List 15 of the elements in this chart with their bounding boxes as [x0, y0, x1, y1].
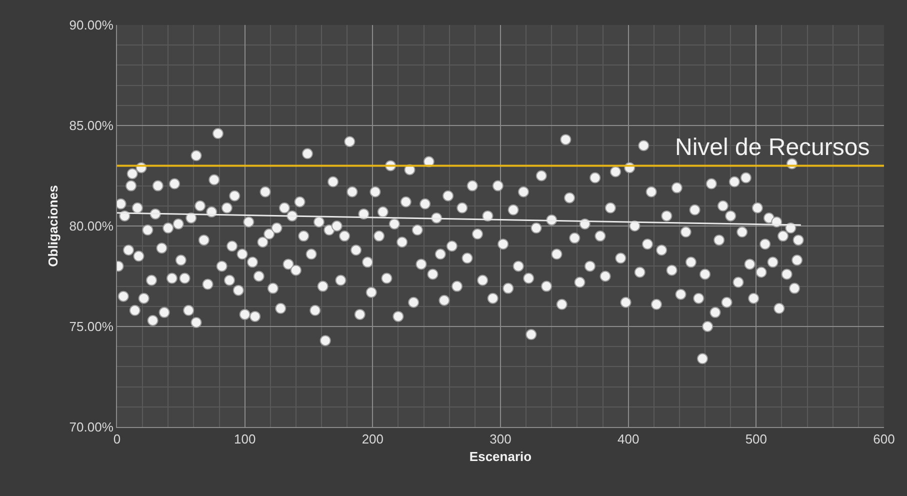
x-tick-label: 400	[617, 432, 640, 447]
y-tick-label: 80.00%	[69, 218, 114, 234]
y-axis-title: Obligaciones	[45, 185, 60, 267]
x-tick-label: 0	[113, 432, 121, 447]
y-tick-label: 85.00%	[69, 118, 114, 134]
x-axis-title: Escenario	[469, 449, 532, 464]
x-tick-label: 100	[234, 432, 256, 447]
x-tick-label: 600	[873, 432, 895, 447]
y-tick-label: 75.00%	[69, 319, 114, 334]
ref-line-label: Nivel de Recursos	[675, 134, 870, 161]
x-tick-label: 300	[490, 432, 512, 447]
y-tick-label: 70.00%	[69, 420, 114, 435]
y-tick-label: 90.00%	[69, 18, 114, 33]
x-tick-label: 500	[745, 432, 768, 447]
x-tick-label: 200	[362, 432, 384, 447]
